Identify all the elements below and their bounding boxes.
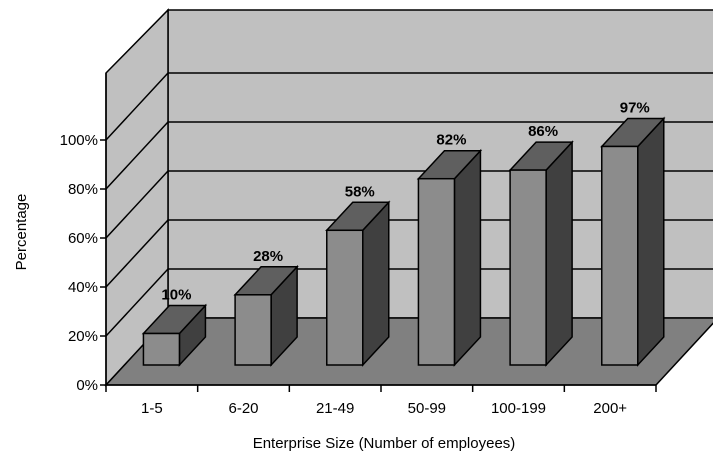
- bar-front: [509, 169, 547, 366]
- bar-200+: [600, 116, 666, 367]
- y-tick-label: 0%: [76, 377, 98, 394]
- gridline-80: [105, 121, 713, 190]
- y-tick-label: 60%: [68, 230, 98, 247]
- x-tick-label: 6-20: [228, 400, 258, 417]
- bar-front: [234, 294, 272, 366]
- data-label: 58%: [345, 183, 375, 200]
- x-tick-label: 200+: [593, 400, 627, 417]
- bar-6-20: [233, 264, 299, 367]
- axes: [100, 73, 657, 392]
- data-label: 28%: [253, 248, 283, 265]
- x-tick-label: 50-99: [408, 400, 446, 417]
- data-label: 86%: [528, 123, 558, 140]
- y-tick-label: 40%: [68, 279, 98, 296]
- labels: 10% 28% 58% 82% 86% 97% 0% 20% 40% 60% 80% 100% 1-5 6…: [60, 99, 650, 417]
- bar-front: [326, 229, 364, 366]
- data-label: 10%: [161, 287, 191, 304]
- data-label: 82%: [436, 132, 466, 149]
- bars: [141, 116, 666, 367]
- bar-front: [417, 177, 456, 366]
- y-tick-label: 20%: [68, 328, 98, 345]
- bar-side: [637, 116, 665, 367]
- x-tick-label: 1-5: [141, 400, 163, 417]
- data-label: 97%: [620, 99, 650, 116]
- bar-side: [545, 140, 573, 367]
- bar-100-199: [508, 140, 574, 367]
- x-axis-title: Enterprise Size (Number of employees): [253, 435, 516, 452]
- bar-front: [142, 332, 181, 366]
- y-tick-label: 100%: [60, 132, 98, 149]
- y-tick-label: 80%: [68, 181, 98, 198]
- gridline-100: [105, 72, 713, 141]
- bar-50-99: [416, 148, 483, 367]
- bar-side: [453, 148, 482, 367]
- bar-21-49: [325, 200, 391, 367]
- x-tick-label: 100-199: [491, 400, 546, 417]
- bar-1-5: [141, 303, 208, 367]
- y-axis-title: Percentage: [13, 194, 30, 271]
- bar-front: [601, 145, 639, 366]
- x-tick-label: 21-49: [316, 400, 354, 417]
